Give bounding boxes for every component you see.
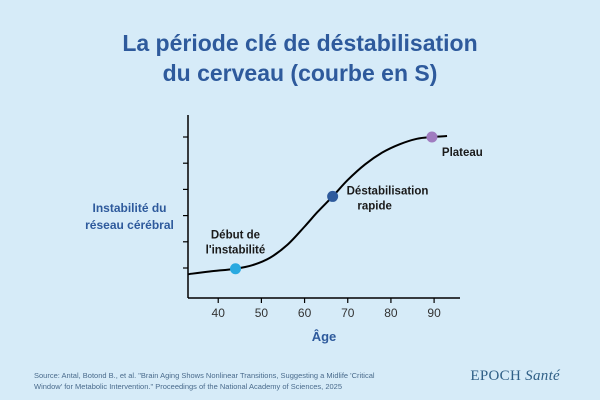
source-citation: Source: Antal, Botond B., et al. "Brain … bbox=[34, 370, 424, 392]
x-tick-label: 60 bbox=[298, 306, 312, 320]
y-axis-label-line2: réseau cérébral bbox=[85, 218, 174, 232]
x-tick-label: 80 bbox=[384, 306, 398, 320]
x-tick-label: 40 bbox=[212, 306, 226, 320]
highlight-label: rapide bbox=[357, 200, 392, 212]
highlight-label: Début de bbox=[211, 230, 260, 242]
source-line1: Source: Antal, Botond B., et al. "Brain … bbox=[34, 371, 375, 380]
chart-title: La période clé de déstabilisation du cer… bbox=[0, 28, 600, 88]
x-tick-label: 50 bbox=[255, 306, 269, 320]
highlight-label: Déstabilisation bbox=[347, 185, 429, 197]
chart-title-line2: du cerveau (courbe en S) bbox=[162, 60, 438, 86]
highlight-label: l'instabilité bbox=[206, 245, 266, 257]
x-tick-label: 90 bbox=[427, 306, 441, 320]
y-axis-label-line1: Instabilité du bbox=[92, 201, 167, 215]
highlight-point bbox=[229, 263, 241, 275]
brand-logo: EPOCH Santé bbox=[470, 368, 560, 385]
highlight-point bbox=[426, 131, 438, 143]
brand-main: EPOCH bbox=[470, 368, 522, 384]
highlight-label: Plateau bbox=[442, 147, 483, 159]
y-axis-label: Instabilité du réseau cérébral bbox=[62, 200, 197, 234]
highlight-point bbox=[327, 190, 339, 202]
x-tick-label: 70 bbox=[341, 306, 355, 320]
x-axis-label: Âge bbox=[312, 329, 337, 344]
chart-title-line1: La période clé de déstabilisation bbox=[122, 30, 478, 56]
source-line2: Window' for Metabolic Intervention." Pro… bbox=[34, 382, 343, 391]
brand-italic: Santé bbox=[525, 368, 560, 384]
series-line bbox=[187, 135, 448, 276]
